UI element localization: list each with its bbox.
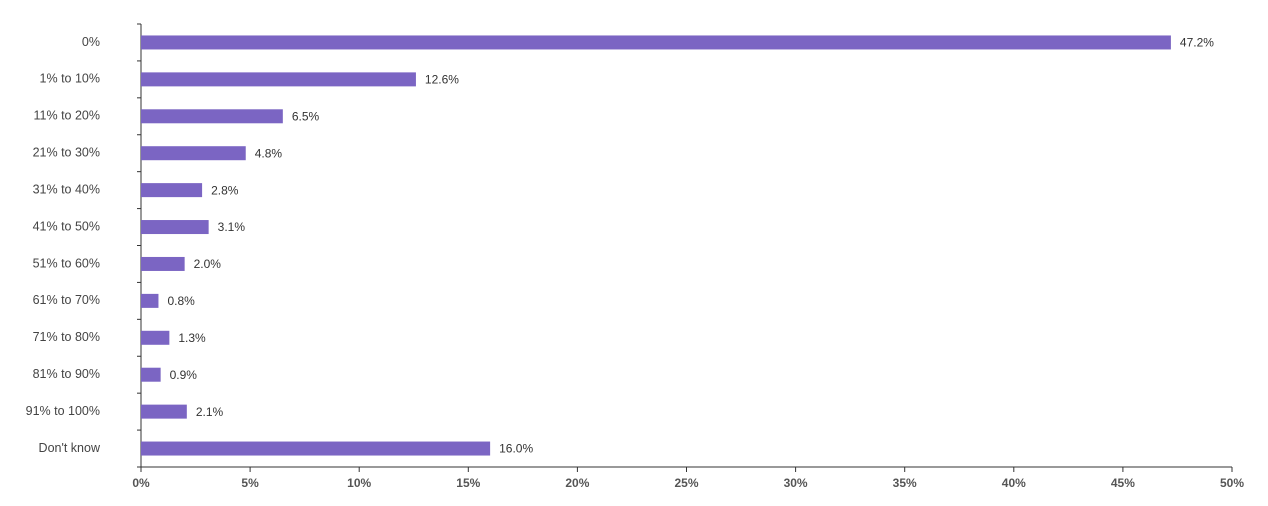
bar: [141, 183, 203, 198]
value-label: 1.3%: [178, 331, 206, 345]
bar: [141, 109, 283, 124]
bar: [141, 35, 1171, 50]
value-label: 0.8%: [167, 294, 195, 308]
value-label: 12.6%: [425, 73, 459, 87]
category-label: 51% to 60%: [33, 256, 100, 270]
x-tick-label: 20%: [565, 476, 589, 490]
x-tick-label: 45%: [1111, 476, 1135, 490]
category-label: 11% to 20%: [34, 109, 100, 123]
bar: [141, 72, 416, 87]
bar: [141, 293, 159, 308]
x-tick-label: 35%: [893, 476, 917, 490]
x-tick-label: 40%: [1002, 476, 1026, 490]
x-tick-label: 0%: [132, 476, 150, 490]
category-label: 0%: [82, 35, 100, 49]
bar: [141, 367, 161, 382]
category-label: 61% to 70%: [33, 293, 100, 307]
value-label: 2.0%: [194, 257, 222, 271]
category-label: 21% to 30%: [33, 146, 100, 160]
category-label: Don't know: [39, 441, 101, 455]
value-label: 2.8%: [211, 183, 239, 197]
value-label: 4.8%: [255, 146, 283, 160]
bar: [141, 146, 246, 161]
bar: [141, 330, 170, 345]
category-label: 81% to 90%: [33, 367, 100, 381]
category-label: 41% to 50%: [33, 219, 100, 233]
category-label: 31% to 40%: [33, 182, 100, 196]
bar: [141, 256, 185, 271]
x-tick-label: 10%: [347, 476, 371, 490]
value-label: 3.1%: [218, 220, 246, 234]
x-tick-label: 5%: [241, 476, 259, 490]
x-tick-label: 30%: [784, 476, 808, 490]
x-tick-label: 15%: [456, 476, 480, 490]
bar: [141, 404, 187, 419]
x-tick-label: 50%: [1220, 476, 1244, 490]
bar: [141, 220, 209, 235]
bar: [141, 441, 491, 456]
category-label: 71% to 80%: [33, 330, 100, 344]
category-label: 91% to 100%: [26, 404, 100, 418]
value-label: 16.0%: [499, 442, 533, 456]
value-label: 6.5%: [292, 109, 320, 123]
value-label: 0.9%: [170, 368, 198, 382]
value-label: 2.1%: [196, 405, 224, 419]
value-label: 47.2%: [1180, 36, 1214, 50]
category-label: 1% to 10%: [40, 72, 100, 86]
x-tick-label: 25%: [674, 476, 698, 490]
